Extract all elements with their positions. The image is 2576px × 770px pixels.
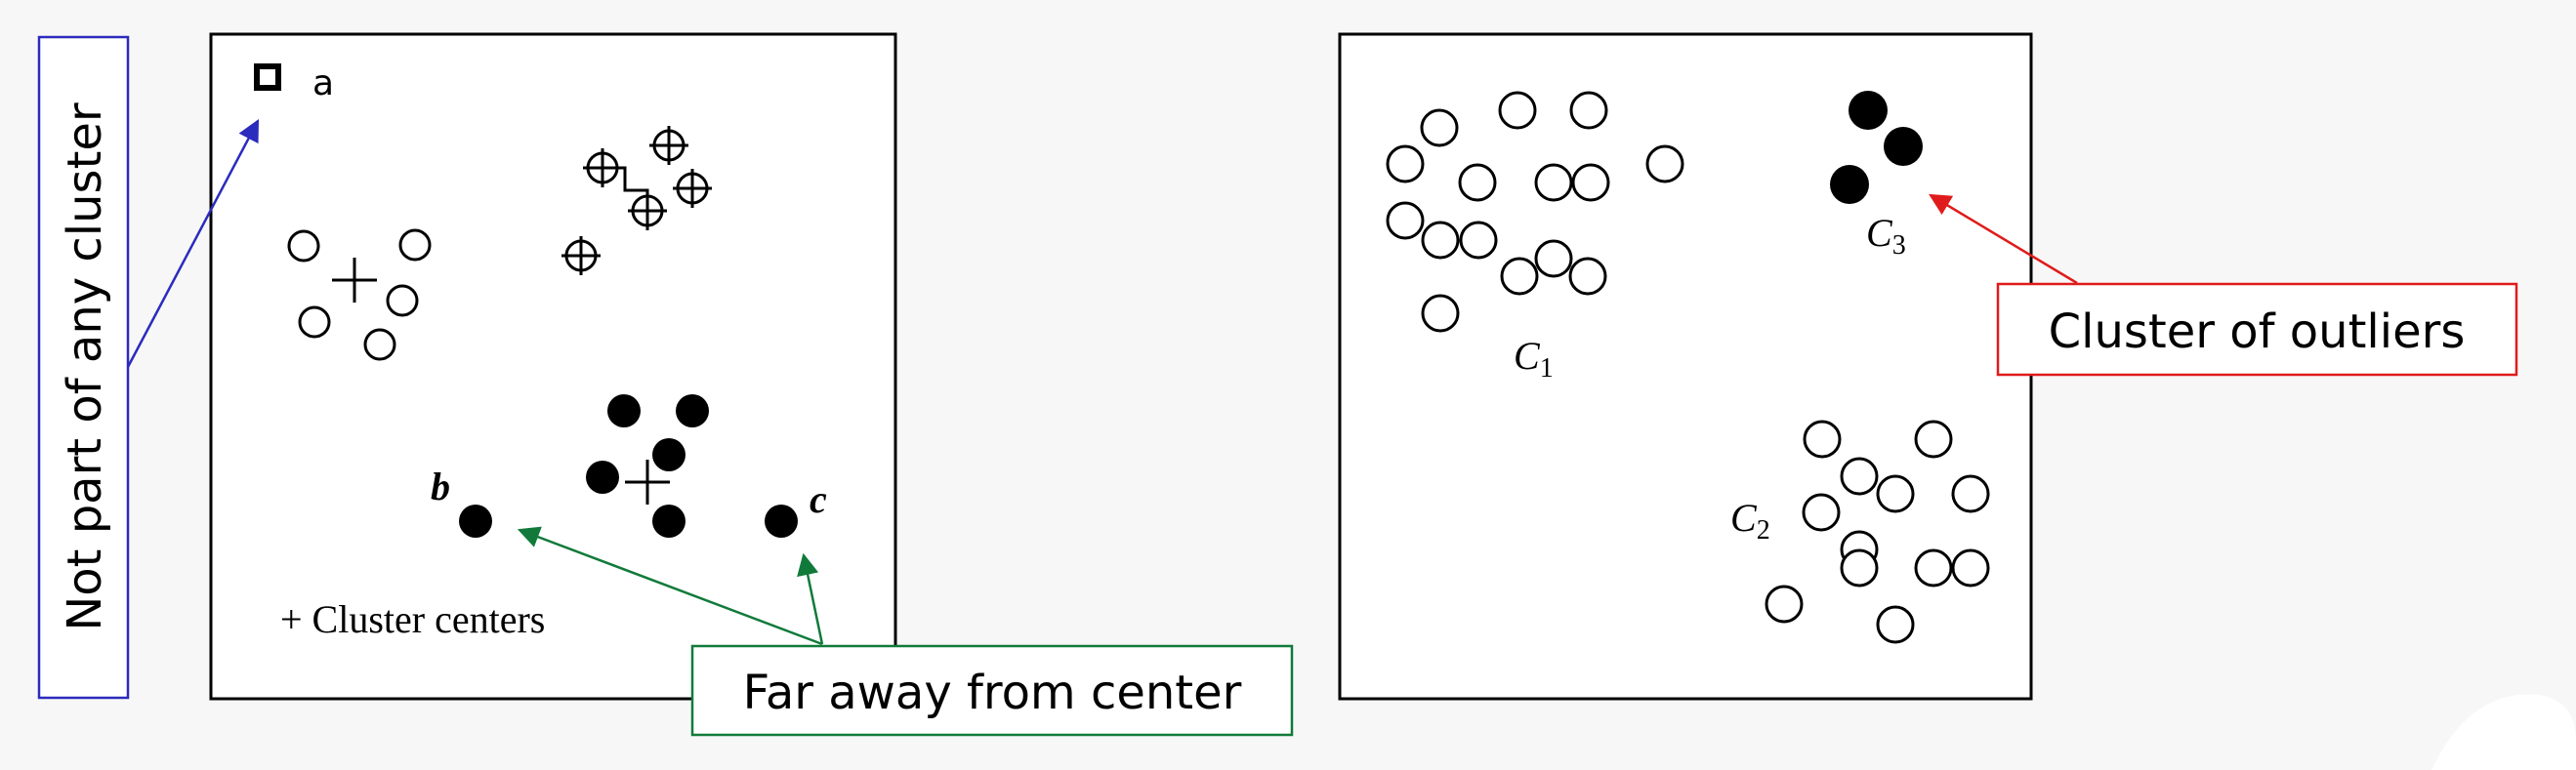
callout-far-away-arrow-c xyxy=(797,552,824,645)
filled-point xyxy=(607,394,641,427)
callout-not-part-box xyxy=(37,35,130,700)
c1-point xyxy=(1500,257,1539,296)
c1-point xyxy=(1421,221,1460,260)
filled-point xyxy=(586,461,619,494)
callout-far-away-box xyxy=(690,644,1294,737)
legend-cluster-centers: + Cluster centers xyxy=(280,597,545,641)
c3-point xyxy=(1884,127,1923,166)
c1-point xyxy=(1386,144,1425,183)
label-c3: C3 xyxy=(1866,211,1906,261)
filled-point xyxy=(652,505,686,538)
c1-point xyxy=(1534,163,1573,202)
cluster-c3 xyxy=(1830,91,1923,204)
filled-point xyxy=(652,438,686,471)
c2-point xyxy=(1876,605,1915,644)
point-a-label: a xyxy=(312,63,334,103)
cluster-c2 xyxy=(1765,420,1990,644)
c1-point xyxy=(1458,163,1497,202)
c1-point xyxy=(1569,91,1608,130)
right-panel: C1 C2 C3 xyxy=(1338,32,2033,701)
callout-outliers-arrow xyxy=(1929,193,2078,285)
callout-outliers-text: Cluster of outliers xyxy=(2049,304,2466,359)
c2-point xyxy=(1802,493,1841,532)
c2-point xyxy=(1876,474,1915,513)
cluster-center-2 xyxy=(602,166,649,211)
callout-not-part-arrow xyxy=(126,119,260,368)
c2-point xyxy=(1951,548,1990,588)
point-b-label: b xyxy=(431,465,450,508)
callout-not-part: Not part of any cluster xyxy=(37,35,260,700)
cluster-c1 xyxy=(1386,91,1684,333)
point-c-marker xyxy=(765,505,798,538)
c1-point xyxy=(1386,201,1425,240)
c1-point xyxy=(1571,163,1610,202)
cluster-center-3 xyxy=(625,460,670,505)
c3-point xyxy=(1849,91,1888,130)
right-panel-blank-patch xyxy=(1459,530,1576,628)
callout-outliers-box xyxy=(1996,282,2518,377)
cluster-filled xyxy=(586,394,709,538)
open-point xyxy=(287,229,320,263)
c2-point xyxy=(1914,548,1953,588)
label-c2: C2 xyxy=(1730,496,1770,546)
filled-point xyxy=(676,394,709,427)
callout-far-away: Far away from center xyxy=(517,526,1294,737)
c1-point xyxy=(1420,108,1459,147)
cluster-crosshair xyxy=(561,126,712,275)
left-panel-blank-patch xyxy=(317,62,435,160)
c2-point xyxy=(1951,474,1990,513)
c1-point xyxy=(1421,294,1460,333)
c1-point xyxy=(1568,257,1607,296)
c1-point xyxy=(1459,221,1498,260)
open-point xyxy=(363,328,396,361)
point-c-label: c xyxy=(810,477,827,521)
cluster-open-left xyxy=(287,228,432,361)
open-point xyxy=(298,305,331,339)
c1-point xyxy=(1498,91,1537,130)
callout-far-away-text: Far away from center xyxy=(743,666,1242,720)
corner-blob xyxy=(2431,694,2576,770)
open-point xyxy=(398,228,432,262)
c1-point xyxy=(1534,239,1573,278)
c2-point xyxy=(1840,457,1879,496)
cluster-center-1 xyxy=(332,258,377,303)
open-point xyxy=(386,284,419,317)
callout-outliers: Cluster of outliers xyxy=(1929,193,2518,377)
c2-point xyxy=(1803,420,1842,459)
point-b-marker xyxy=(459,505,492,538)
point-a-marker xyxy=(254,63,281,91)
callout-far-away-arrow-b xyxy=(517,526,823,646)
label-c1: C1 xyxy=(1514,334,1554,384)
c3-point xyxy=(1830,165,1869,204)
c1-point xyxy=(1645,144,1684,183)
callout-not-part-text: Not part of any cluster xyxy=(58,102,112,631)
c2-point xyxy=(1914,420,1953,459)
c2-point xyxy=(1840,548,1879,588)
c2-point xyxy=(1765,585,1804,624)
left-panel: a xyxy=(209,32,897,701)
